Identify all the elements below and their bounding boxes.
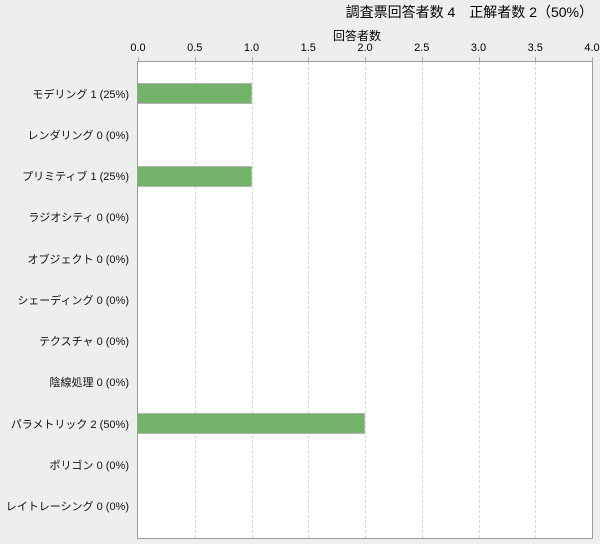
x-tick-label: 0.5 (187, 42, 203, 54)
category-label: シェーディング 0 (0%) (17, 294, 129, 307)
gridline (194, 62, 196, 538)
chart-title: 調査票回答者数 4 正解者数 2（50%） (345, 4, 593, 20)
x-tick-label: 1.0 (243, 42, 260, 54)
category-label: ラジオシティ 0 (0%) (28, 212, 129, 225)
bar-row (138, 114, 592, 155)
x-tick-label: 3.0 (470, 42, 487, 54)
gridline (421, 62, 423, 538)
category-label: 陰線処理 0 (0%) (49, 377, 129, 390)
category-label: モデリング 1 (25%) (32, 88, 129, 101)
x-tick-label: 2.5 (414, 42, 430, 54)
category-label: テクスチャ 0 (0%) (38, 336, 129, 349)
category-label: パラメトリック 2 (50%) (10, 418, 129, 431)
x-tick-mark (365, 57, 366, 62)
x-tick-mark (421, 57, 423, 62)
bar (138, 83, 252, 105)
category-label: レンダリング 0 (0%) (27, 129, 129, 142)
bar-row (138, 444, 592, 485)
bar-row (138, 486, 592, 527)
x-tick-label: 1.5 (300, 42, 316, 54)
bar-row (138, 238, 592, 279)
x-tick-mark (478, 57, 480, 62)
x-tick-mark (592, 57, 593, 62)
x-tick-label: 3.5 (527, 42, 543, 54)
category-label: ポリゴン 0 (0%) (49, 460, 129, 473)
bar-row (138, 156, 592, 197)
category-label: プリミティブ 1 (25%) (22, 171, 129, 184)
x-tick-mark (138, 57, 139, 62)
x-axis-label: 回答者数 (333, 29, 382, 43)
x-tick-label: 4.0 (584, 42, 600, 54)
x-tick-mark (535, 57, 537, 62)
bar (138, 413, 365, 435)
x-tick-label: 2.0 (357, 42, 373, 54)
bar-rows (138, 62, 592, 538)
bar (138, 165, 252, 187)
bar-row (138, 279, 592, 320)
bar-row (138, 321, 592, 362)
x-tick-mark (194, 57, 196, 62)
x-tick-mark (308, 57, 310, 62)
bar-row (138, 362, 592, 403)
category-label: レイトレーシング 0 (0%) (5, 501, 129, 514)
gridline (308, 62, 310, 538)
gridline (478, 62, 480, 538)
x-tick-label: 0.0 (130, 42, 146, 54)
gridline (251, 62, 253, 538)
gridline (365, 62, 366, 538)
category-label: オブジェクト 0 (0%) (27, 253, 129, 266)
x-tick-mark (251, 57, 253, 62)
bar-row (138, 73, 592, 114)
gridline (535, 62, 537, 538)
bar-row (138, 197, 592, 238)
y-axis-category-labels: モデリング 1 (25%) レンダリング 0 (0%) プリミティブ 1 (25%)… (0, 62, 129, 538)
bar-row (138, 403, 592, 444)
plot-area (137, 61, 593, 539)
